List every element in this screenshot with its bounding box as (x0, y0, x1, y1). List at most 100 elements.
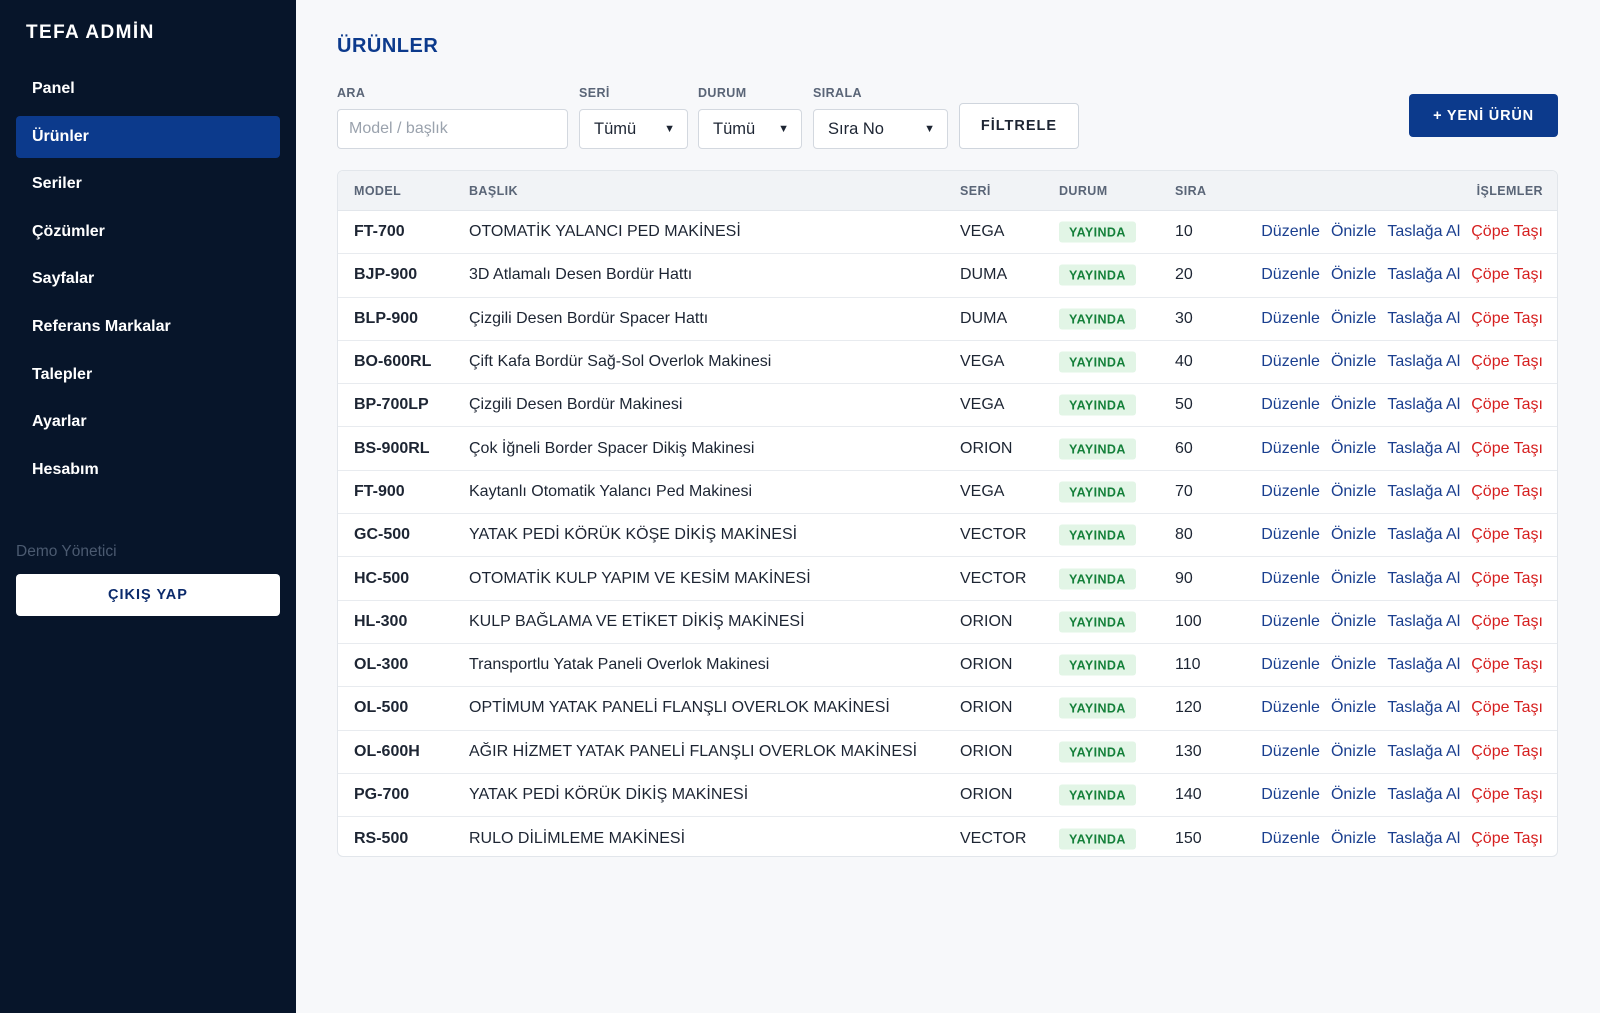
trash-link[interactable]: Çöpe Taşı (1471, 526, 1543, 544)
draft-link[interactable]: Taslağa Al (1387, 612, 1461, 630)
sort-label: SIRALA (813, 86, 862, 100)
sidebar-item-hesabim[interactable]: Hesabım (16, 449, 280, 491)
draft-link[interactable]: Taslağa Al (1387, 569, 1461, 587)
draft-link[interactable]: Taslağa Al (1387, 526, 1461, 544)
preview-link[interactable]: Önizle (1330, 612, 1377, 630)
status-badge: YAYINDA (1059, 308, 1136, 330)
edit-link[interactable]: Düzenle (1261, 569, 1320, 587)
preview-link[interactable]: Önizle (1330, 829, 1377, 847)
status-badge: YAYINDA (1059, 394, 1136, 416)
edit-link[interactable]: Düzenle (1261, 829, 1320, 847)
trash-link[interactable]: Çöpe Taşı (1471, 309, 1543, 327)
preview-link[interactable]: Önizle (1330, 742, 1377, 760)
trash-link[interactable]: Çöpe Taşı (1471, 612, 1543, 630)
sidebar-item-referans-markalar[interactable]: Referans Markalar (16, 306, 280, 348)
edit-link[interactable]: Düzenle (1261, 786, 1320, 803)
trash-link[interactable]: Çöpe Taşı (1471, 396, 1543, 414)
edit-link[interactable]: Düzenle (1261, 266, 1320, 284)
edit-link[interactable]: Düzenle (1261, 612, 1320, 630)
edit-link[interactable]: Düzenle (1261, 482, 1320, 500)
sidebar-item-cozumler[interactable]: Çözümler (16, 211, 280, 253)
column-header-order: SIRA (1175, 184, 1207, 198)
preview-link[interactable]: Önizle (1330, 699, 1377, 717)
sidebar-item-sayfalar[interactable]: Sayfalar (16, 258, 280, 300)
edit-link[interactable]: Düzenle (1261, 656, 1320, 674)
sidebar-item-label: Referans Markalar (32, 317, 171, 335)
trash-link[interactable]: Çöpe Taşı (1471, 223, 1543, 241)
edit-link[interactable]: Düzenle (1261, 526, 1320, 544)
draft-link[interactable]: Taslağa Al (1387, 699, 1461, 717)
sidebar-item-seriler[interactable]: Seriler (16, 163, 280, 205)
model-cell: BP-700LP (354, 396, 429, 414)
draft-link[interactable]: Taslağa Al (1387, 353, 1461, 371)
edit-link[interactable]: Düzenle (1261, 439, 1320, 457)
series-filter-value: Tümü (594, 119, 637, 138)
trash-link[interactable]: Çöpe Taşı (1471, 569, 1543, 587)
preview-link[interactable]: Önizle (1330, 439, 1377, 457)
sort-select[interactable]: Sıra No ▼ (813, 109, 948, 149)
edit-link[interactable]: Düzenle (1261, 353, 1320, 371)
edit-link[interactable]: Düzenle (1261, 309, 1320, 327)
draft-link[interactable]: Taslağa Al (1387, 656, 1461, 674)
preview-link[interactable]: Önizle (1330, 482, 1377, 500)
trash-link[interactable]: Çöpe Taşı (1471, 829, 1543, 847)
row-actions: Düzenle Önizle Taslağa Al Çöpe Taşı (1261, 223, 1543, 241)
edit-link[interactable]: Düzenle (1261, 223, 1320, 241)
sidebar-item-panel[interactable]: Panel (16, 68, 280, 110)
status-filter-select[interactable]: Tümü ▼ (698, 109, 802, 149)
draft-link[interactable]: Taslağa Al (1387, 439, 1461, 457)
order-cell: 50 (1175, 396, 1193, 414)
table-row: HC-500 OTOMATİK KULP YAPIM VE KESİM MAKİN… (338, 557, 1557, 601)
title-cell: Kaytanlı Otomatik Yalancı Ped Makinesi (469, 482, 753, 500)
new-product-button[interactable]: + YENİ ÜRÜN (1409, 94, 1558, 137)
search-input[interactable] (337, 109, 568, 149)
row-actions: Düzenle Önizle Taslağa Al Çöpe Taşı (1261, 483, 1543, 501)
preview-link[interactable]: Önizle (1330, 309, 1377, 327)
preview-link[interactable]: Önizle (1330, 786, 1377, 803)
sidebar-item-urunler[interactable]: Ürünler (16, 115, 280, 158)
draft-link[interactable]: Taslağa Al (1387, 742, 1461, 760)
draft-link[interactable]: Taslağa Al (1387, 223, 1461, 241)
trash-link[interactable]: Çöpe Taşı (1471, 742, 1543, 760)
series-filter-select[interactable]: Tümü ▼ (579, 109, 688, 149)
preview-link[interactable]: Önizle (1330, 656, 1377, 674)
filter-button[interactable]: FİLTRELE (959, 103, 1079, 149)
sidebar-item-ayarlar[interactable]: Ayarlar (16, 401, 280, 443)
draft-link[interactable]: Taslağa Al (1387, 266, 1461, 284)
table-row: GC-500 YATAK PEDİ KÖRÜK KÖŞE DİKİŞ MAKİNE… (338, 514, 1557, 558)
row-actions: Düzenle Önizle Taslağa Al Çöpe Taşı (1261, 613, 1543, 631)
trash-link[interactable]: Çöpe Taşı (1471, 699, 1543, 717)
edit-link[interactable]: Düzenle (1261, 396, 1320, 414)
trash-link[interactable]: Çöpe Taşı (1471, 353, 1543, 371)
table-row: FT-700 OTOMATİK YALANCI PED MAKİNESİ VEGA Y… (338, 211, 1557, 255)
table-row: FT-900 Kaytanlı Otomatik Yalancı Ped Maki… (338, 471, 1557, 515)
chevron-down-icon: ▼ (664, 123, 675, 135)
preview-link[interactable]: Önizle (1330, 266, 1377, 284)
sidebar-item-talepler[interactable]: Talepler (16, 354, 280, 396)
preview-link[interactable]: Önizle (1330, 396, 1377, 414)
column-header-status: DURUM (1059, 184, 1108, 198)
chevron-down-icon: ▼ (924, 123, 935, 135)
edit-link[interactable]: Düzenle (1261, 699, 1320, 717)
draft-link[interactable]: Taslağa Al (1387, 309, 1461, 327)
model-cell: OL-300 (354, 656, 409, 674)
trash-link[interactable]: Çöpe Taşı (1471, 482, 1543, 500)
preview-link[interactable]: Önizle (1330, 353, 1377, 371)
table-row: HL-300 KULP BAĞLAMA VE ETİKET DİKİŞ MAKİN… (338, 601, 1557, 644)
trash-link[interactable]: Çöpe Taşı (1471, 786, 1543, 803)
edit-link[interactable]: Düzenle (1261, 742, 1320, 760)
draft-link[interactable]: Taslağa Al (1387, 482, 1461, 500)
draft-link[interactable]: Taslağa Al (1387, 786, 1461, 803)
model-cell: OL-600H (354, 742, 420, 760)
preview-link[interactable]: Önizle (1330, 569, 1377, 587)
order-cell: 120 (1175, 699, 1202, 717)
draft-link[interactable]: Taslağa Al (1387, 396, 1461, 414)
draft-link[interactable]: Taslağa Al (1387, 829, 1461, 847)
trash-link[interactable]: Çöpe Taşı (1471, 656, 1543, 674)
trash-link[interactable]: Çöpe Taşı (1471, 439, 1543, 457)
trash-link[interactable]: Çöpe Taşı (1471, 266, 1543, 284)
preview-link[interactable]: Önizle (1330, 223, 1377, 241)
logout-button[interactable]: ÇIKIŞ YAP (16, 574, 280, 616)
title-cell: KULP BAĞLAMA VE ETİKET DİKİŞ MAKİNESİ (469, 612, 805, 630)
preview-link[interactable]: Önizle (1330, 526, 1377, 544)
